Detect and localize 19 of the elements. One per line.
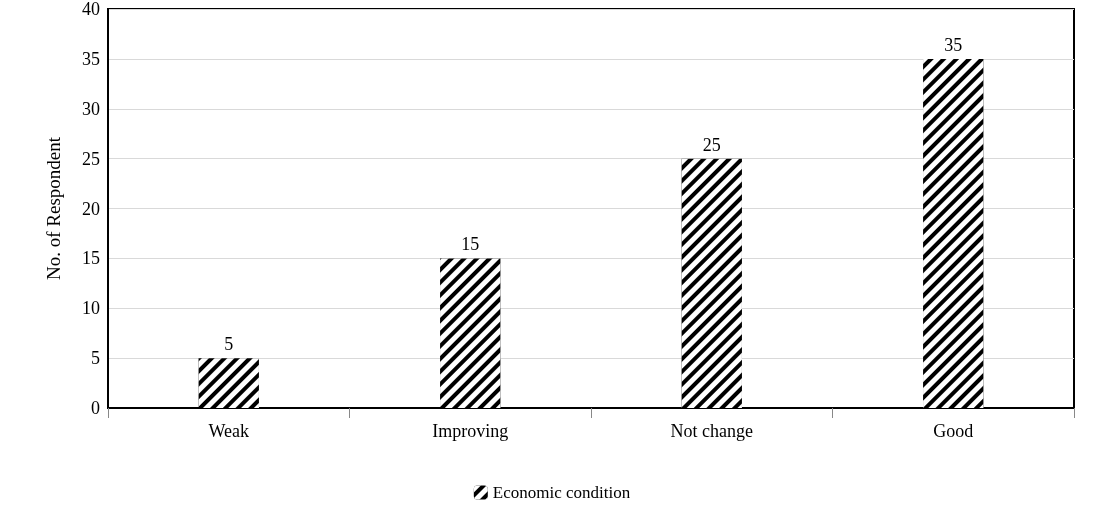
y-tick-label: 20 (82, 198, 100, 219)
y-axis-title: No. of Respondent (43, 136, 64, 281)
data-label: 15 (461, 234, 480, 255)
legend-label: Economic condition (492, 483, 631, 502)
data-label: 5 (224, 334, 234, 355)
y-tick-label: 10 (82, 298, 100, 319)
data-label: 25 (702, 134, 721, 155)
x-tick-label: Not change (670, 421, 753, 441)
x-tick-label: Good (933, 421, 974, 441)
y-tick-label: 25 (82, 148, 100, 169)
y-tick-label: 30 (82, 98, 100, 119)
y-tick-label: 0 (91, 398, 100, 418)
y-tick-label: 35 (82, 48, 100, 69)
x-tick-label: Improving (432, 421, 509, 441)
y-tick-label: 15 (82, 248, 100, 269)
data-label: 35 (944, 34, 963, 55)
x-tick-label: Weak (208, 421, 250, 441)
y-tick-label: 40 (82, 0, 100, 19)
y-tick-label: 5 (91, 348, 100, 369)
